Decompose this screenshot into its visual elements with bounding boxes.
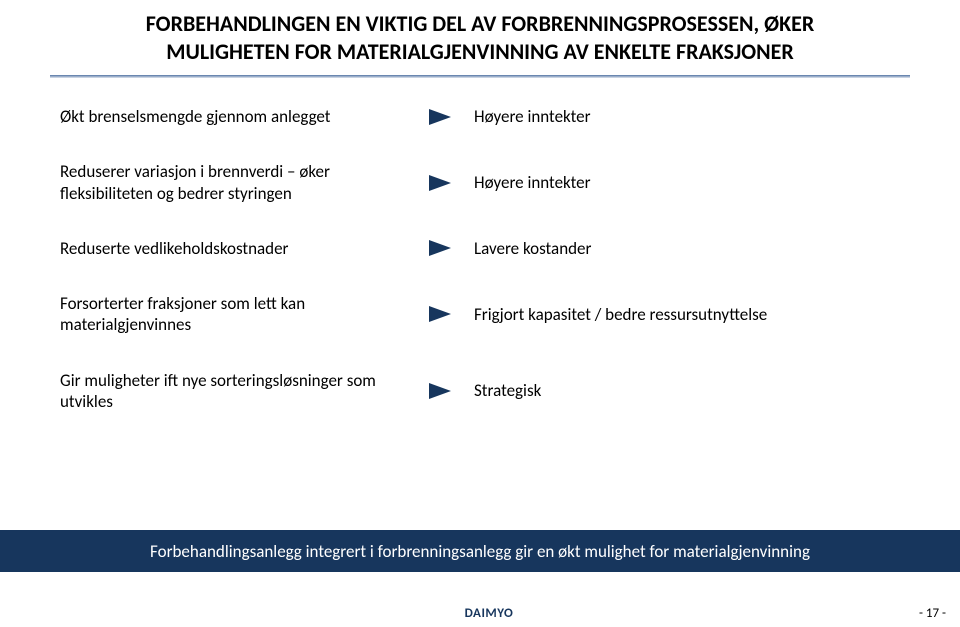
row-left-text: Reduserte vedlikeholdskostnader (60, 238, 420, 259)
arrow-icon (420, 306, 460, 322)
row-left-text: Økt brenselsmengde gjennom anlegget (60, 106, 420, 127)
content-row: Forsorterter fraksjoner som lett kan mat… (60, 293, 900, 336)
row-right-text: Høyere inntekter (460, 172, 900, 193)
row-right-text: Frigjort kapasitet / bedre ressursutnytt… (460, 304, 900, 325)
row-left-text: Forsorterter fraksjoner som lett kan mat… (60, 293, 420, 336)
title-line-1: FORBEHANDLINGEN EN VIKTIG DEL AV FORBREN… (146, 10, 815, 37)
slide-title: FORBEHANDLINGEN EN VIKTIG DEL AV FORBREN… (0, 0, 960, 71)
content-rows: Økt brenselsmengde gjennom anlegget Høye… (0, 78, 960, 412)
row-right-text: Høyere inntekter (460, 106, 900, 127)
arrow-icon (420, 109, 460, 125)
content-row: Reduserte vedlikeholdskostnader Lavere k… (60, 238, 900, 259)
content-row: Gir muligheter ift nye sorteringsløsning… (60, 370, 900, 413)
bottom-bar-text: Forbehandlingsanlegg integrert i forbren… (150, 541, 810, 562)
row-left-text: Gir muligheter ift nye sorteringsløsning… (60, 370, 420, 413)
row-right-text: Strategisk (460, 380, 900, 401)
arrow-icon (420, 240, 460, 256)
page-number: - 17 - (919, 606, 946, 621)
arrow-icon (420, 383, 460, 399)
content-row: Reduserer variasjon i brennverdi – øker … (60, 161, 900, 204)
bottom-highlight-bar: Forbehandlingsanlegg integrert i forbren… (0, 530, 960, 572)
logo-text: DAIMYO (465, 606, 514, 621)
logo-mark-icon (447, 606, 461, 620)
content-row: Økt brenselsmengde gjennom anlegget Høye… (60, 106, 900, 127)
arrow-icon (420, 175, 460, 191)
row-right-text: Lavere kostander (460, 238, 900, 259)
title-line-2: MULIGHETEN FOR MATERIALGJENVINNING AV EN… (166, 38, 794, 65)
row-left-text: Reduserer variasjon i brennverdi – øker … (60, 161, 420, 204)
company-logo: DAIMYO (447, 606, 514, 621)
slide-footer: DAIMYO (0, 599, 960, 627)
